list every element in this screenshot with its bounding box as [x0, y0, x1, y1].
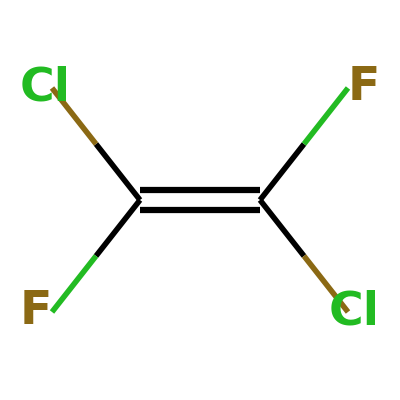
- Text: F: F: [20, 290, 52, 334]
- Text: Cl: Cl: [329, 290, 380, 334]
- Text: Cl: Cl: [20, 66, 71, 110]
- Text: F: F: [348, 66, 380, 110]
